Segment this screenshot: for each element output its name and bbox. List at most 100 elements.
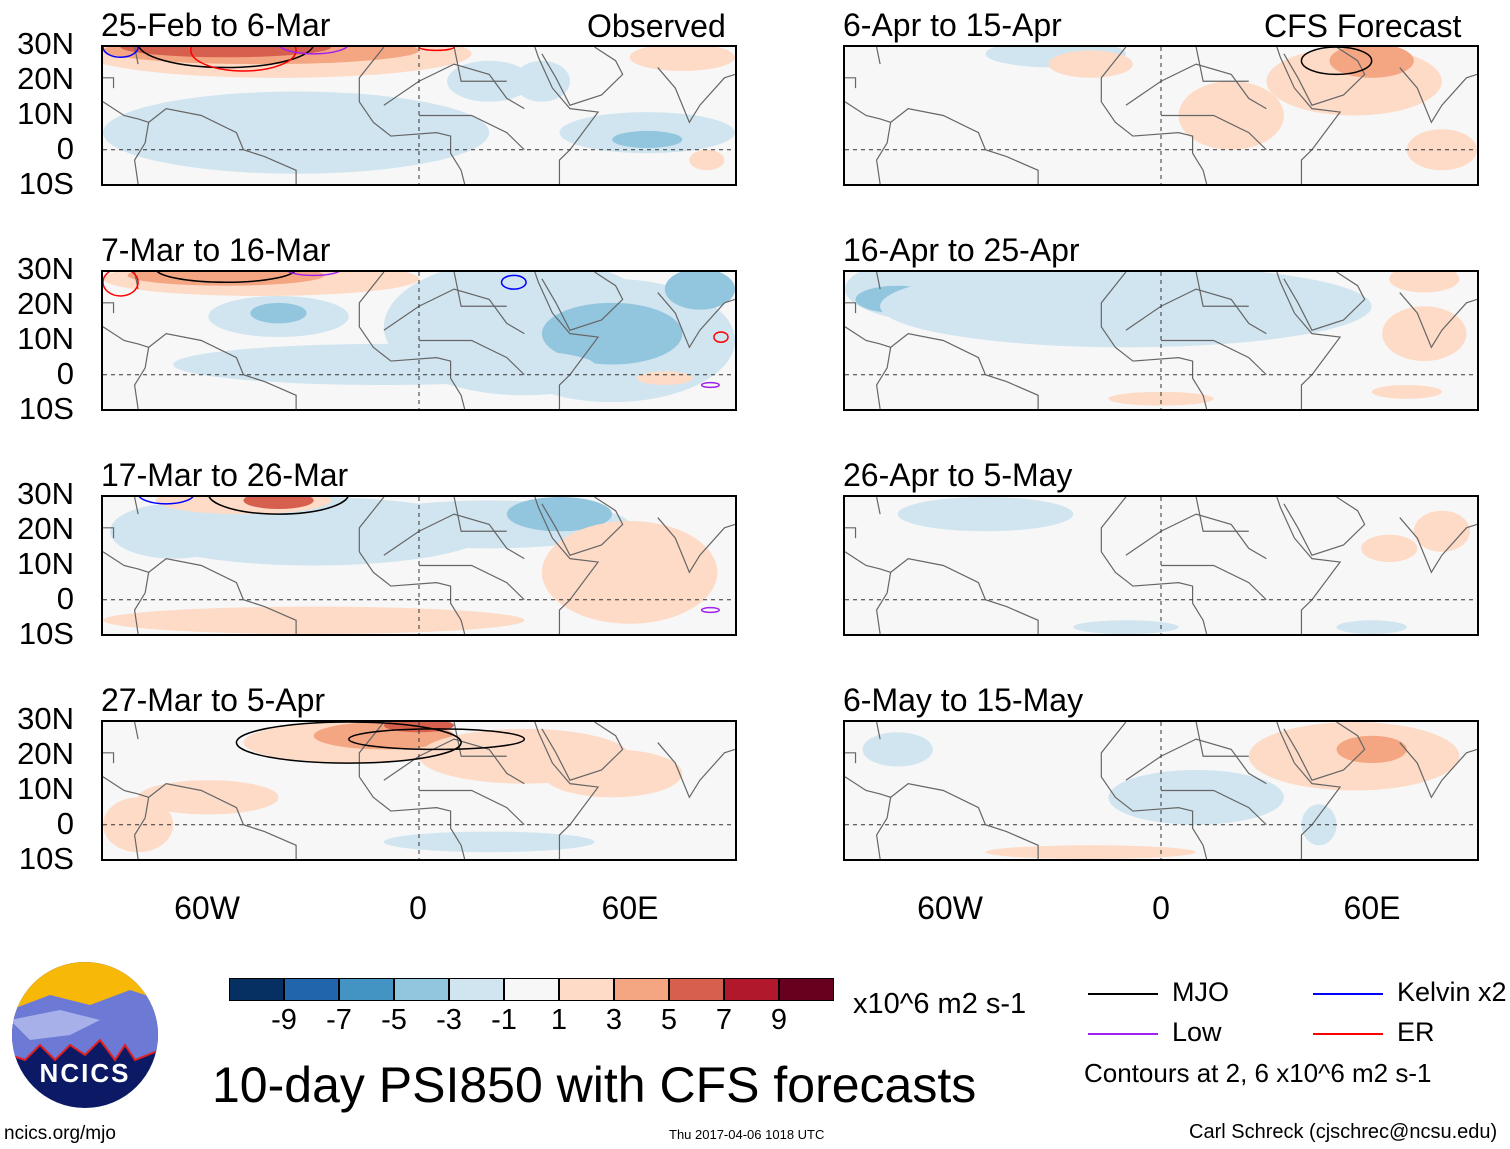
- coastline: [1101, 272, 1206, 409]
- coastline: [1277, 272, 1340, 409]
- panel-title: 16-Apr to 25-Apr: [843, 232, 1080, 268]
- coastline: [877, 47, 881, 64]
- coastline: [103, 102, 149, 123]
- lat-label: 10N: [17, 96, 74, 131]
- wave-contour: [714, 332, 728, 342]
- lat-label: 30N: [17, 701, 74, 736]
- lat-label: 30N: [17, 476, 74, 511]
- anomaly-shading: [1406, 129, 1477, 171]
- coastline: [845, 327, 891, 348]
- anomaly-shading: [513, 60, 570, 102]
- coastline: [1161, 791, 1266, 825]
- lon-label: 60E: [601, 890, 659, 926]
- coastline: [1196, 272, 1249, 306]
- observed-header: Observed: [587, 8, 726, 44]
- coastline: [845, 777, 891, 798]
- anomaly-shading: [880, 272, 1372, 348]
- panel-title: 26-Apr to 5-May: [843, 457, 1073, 493]
- lon-label: 60W: [174, 890, 240, 926]
- map-panel: [843, 495, 1479, 636]
- coastline: [877, 109, 1039, 184]
- coastline: [877, 272, 881, 289]
- anomaly-shading: [1389, 272, 1460, 293]
- coastline: [419, 341, 524, 375]
- coastline: [103, 552, 149, 573]
- colorbar-tick-label: 1: [550, 1004, 568, 1036]
- lon-label: 60W: [917, 890, 983, 926]
- anomaly-shading: [127, 272, 325, 286]
- coastline: [1400, 743, 1477, 798]
- anomaly-shading: [629, 47, 735, 71]
- ncics-logo: NCICS: [12, 962, 158, 1108]
- coastline: [359, 497, 464, 634]
- coastline: [542, 497, 623, 555]
- wave-contour: [502, 275, 527, 289]
- coastline: [877, 559, 1039, 634]
- panel-title: 6-May to 15-May: [843, 682, 1084, 718]
- anomaly-shading: [1371, 385, 1442, 399]
- coastline: [1277, 722, 1340, 859]
- coastline: [535, 272, 598, 409]
- svg-text:NCICS: NCICS: [40, 1058, 131, 1088]
- coastline: [1161, 116, 1266, 150]
- colorbar-swatch: [394, 978, 449, 1001]
- map-panel: [101, 720, 737, 861]
- coastline: [454, 47, 507, 81]
- coastline: [658, 743, 735, 798]
- coastline: [1196, 497, 1249, 531]
- lat-label: 10N: [17, 546, 74, 581]
- anomaly-shading: [1073, 620, 1179, 634]
- coastline: [135, 559, 297, 634]
- coastline: [103, 777, 149, 798]
- legend-line: [1088, 993, 1158, 995]
- coastline: [535, 47, 598, 184]
- colorbar-tick-label: 3: [605, 1004, 623, 1036]
- wave-contour: [138, 497, 194, 504]
- anomaly-shading: [1108, 769, 1284, 825]
- panel-title: 25-Feb to 6-Mar: [101, 7, 331, 43]
- panel-title: 7-Mar to 16-Mar: [101, 232, 331, 268]
- anomaly-shading: [862, 732, 933, 767]
- colorbar-swatch: [449, 978, 504, 1001]
- coastline: [877, 722, 881, 739]
- coastline: [384, 289, 524, 334]
- coastline: [103, 78, 114, 88]
- anomaly-shading: [1336, 735, 1407, 764]
- url-link[interactable]: ncics.org/mjo: [4, 1123, 116, 1144]
- wave-contour: [138, 47, 314, 68]
- coastline: [135, 497, 139, 514]
- coastline: [845, 528, 856, 538]
- coastline: [384, 64, 524, 109]
- coastline: [103, 753, 114, 763]
- contour-note: Contours at 2, 6 x10^6 m2 s-1: [1084, 1058, 1432, 1088]
- coastline: [1161, 341, 1266, 375]
- coastline: [359, 272, 464, 409]
- colorbar-tick-label: -9: [271, 1004, 297, 1036]
- coastline: [1196, 722, 1249, 756]
- coastline: [1101, 722, 1206, 859]
- anomaly-shading: [1048, 50, 1133, 78]
- colorbar-swatch: [559, 978, 614, 1001]
- map-panel: [101, 270, 737, 411]
- lat-label: 10S: [18, 841, 74, 876]
- colorbar-swatch: [284, 978, 339, 1001]
- coastline: [845, 78, 856, 88]
- anomaly-shading: [383, 831, 595, 853]
- anomaly-shading: [636, 371, 693, 386]
- map-panel: [843, 45, 1479, 186]
- anomaly-shading: [1108, 391, 1214, 406]
- wave-contour: [103, 272, 138, 296]
- anomaly-shading: [541, 749, 683, 798]
- panel-title: 27-Mar to 5-Apr: [101, 682, 326, 718]
- anomaly-shading: [689, 149, 725, 171]
- anomaly-shading: [120, 47, 332, 58]
- colorbar-swatch: [669, 978, 724, 1001]
- colorbar-tick-label: 9: [770, 1004, 788, 1036]
- lon-label: 0: [1152, 890, 1170, 926]
- colorbar-tick-label: -1: [491, 1004, 517, 1036]
- legend-line: [1313, 1033, 1383, 1035]
- units-label: x10^6 m2 s-1: [853, 988, 1027, 1020]
- timestamp: Thu 2017-04-06 1018 UTC: [669, 1127, 825, 1142]
- coastline: [359, 47, 464, 184]
